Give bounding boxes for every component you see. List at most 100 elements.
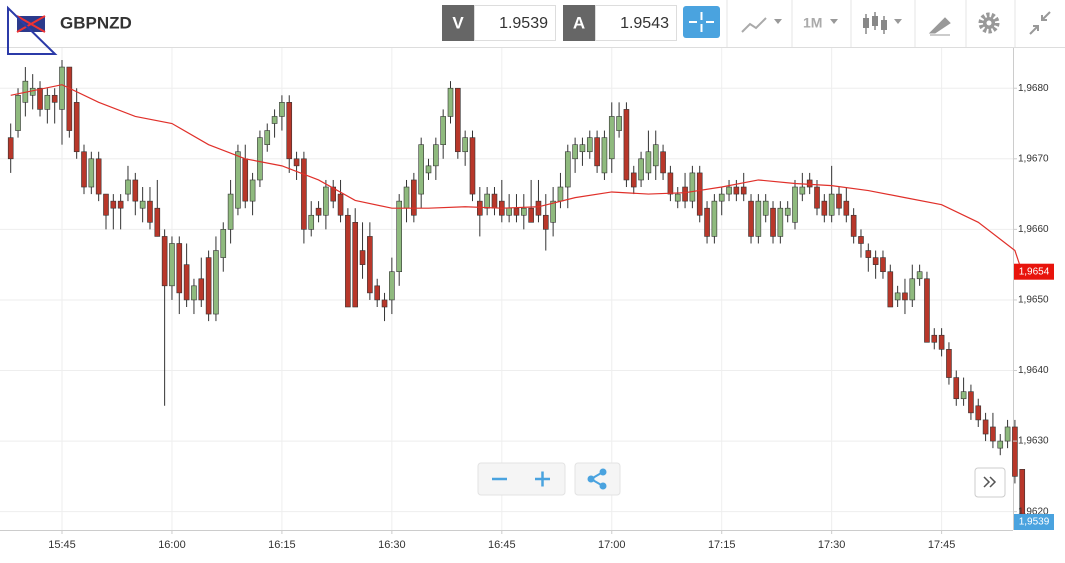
candle-body [147, 200, 153, 223]
candle-body [946, 349, 952, 378]
candle-body [601, 137, 608, 174]
corner-marker [7, 5, 58, 55]
candle-body [887, 271, 894, 308]
candle-body [220, 229, 227, 258]
candle-body [806, 179, 813, 188]
candle-body [205, 257, 212, 315]
candle-body [73, 102, 80, 153]
candle-body [286, 102, 293, 160]
timeframe[interactable]: 1M [803, 15, 822, 31]
candle-body [579, 144, 586, 153]
candle-body [81, 151, 87, 188]
candle-body [374, 285, 381, 301]
candle-body [755, 200, 762, 237]
candle-body [433, 144, 439, 167]
indicator-icon[interactable] [741, 17, 767, 33]
candle-body [242, 158, 249, 202]
candle-body [381, 299, 388, 308]
scroll-end-button[interactable] [974, 467, 1006, 498]
flag-cross [16, 15, 46, 33]
candle-body [7, 137, 14, 160]
collapse-icon[interactable] [1029, 11, 1051, 35]
candle-body [740, 186, 747, 195]
candle-body [66, 66, 73, 131]
price-tag-label: 1,9654 [1019, 266, 1050, 277]
candle-body [257, 137, 263, 181]
candle-body [1012, 426, 1018, 477]
candle-body [345, 214, 351, 308]
price-tag-label: 1,9539 [1019, 517, 1050, 528]
candle-body [865, 250, 872, 258]
candle-body [594, 137, 600, 167]
candle-body [572, 144, 578, 160]
candle-body [103, 193, 109, 216]
candle-body [792, 186, 798, 223]
candle-body [191, 285, 197, 301]
candle-body [660, 151, 666, 174]
candle-body [227, 193, 234, 230]
candle-body [652, 144, 659, 167]
candle-body [315, 207, 322, 216]
candle-body [682, 186, 688, 202]
candle-body [359, 250, 366, 265]
candle-body [37, 87, 43, 110]
candle-body [909, 278, 916, 301]
y-tick-label: 1,9670 [1018, 153, 1049, 164]
candle-body [608, 116, 615, 160]
x-tick-label: 17:30 [818, 539, 846, 551]
candle-body [799, 186, 806, 195]
candle-body [161, 236, 168, 287]
dropdown-arrow [774, 19, 782, 24]
y-tick-label: 1,9640 [1018, 365, 1049, 376]
candle-body [367, 236, 373, 294]
candle-body [411, 179, 417, 216]
ask-label: A [573, 13, 585, 32]
candle-body [440, 116, 446, 145]
candle-body [462, 137, 468, 153]
candle-body [550, 200, 556, 223]
candle-body [477, 200, 483, 216]
candle-body [564, 151, 571, 188]
candle-body [990, 426, 996, 442]
candle-body [586, 137, 593, 153]
candle-body [235, 151, 241, 209]
candle-body [623, 109, 630, 181]
candle-body [645, 151, 652, 174]
candle-body [630, 172, 637, 188]
candle-body [125, 179, 131, 195]
candle-body [924, 278, 930, 343]
y-tick-label: 1,9620 [1018, 506, 1049, 517]
candle-body [455, 87, 461, 153]
candle-body [279, 102, 285, 117]
candle-icon [872, 16, 878, 26]
ask-price: 1.9543 [620, 15, 669, 32]
candle-body [520, 207, 527, 216]
candle-body [718, 193, 725, 202]
crosshair-button[interactable] [683, 6, 720, 38]
share-button[interactable] [574, 462, 621, 496]
candle-body [323, 186, 329, 216]
candle-body [880, 257, 886, 273]
candle-body [535, 200, 542, 216]
candle-body [154, 207, 161, 237]
share-icon [599, 482, 607, 490]
candle-body [872, 257, 879, 265]
bid-button[interactable] [442, 5, 474, 41]
price-tag [1014, 514, 1054, 530]
share-icon [599, 468, 607, 476]
settings-icon[interactable] [978, 12, 1000, 34]
ask-button[interactable] [563, 5, 595, 41]
candle-body [762, 200, 769, 216]
candle-body [337, 193, 344, 216]
candle-body [968, 391, 974, 414]
candle-body [117, 200, 124, 209]
y-tick-label: 1,9630 [1018, 436, 1049, 447]
draw-icon[interactable] [928, 17, 951, 36]
candle-body [139, 200, 146, 209]
candle-body [110, 200, 117, 209]
price-tag [1014, 263, 1054, 280]
zoom-in-button[interactable] [535, 471, 550, 487]
candle-body [975, 405, 982, 421]
candle-body [213, 250, 219, 315]
candle-body [249, 179, 256, 202]
